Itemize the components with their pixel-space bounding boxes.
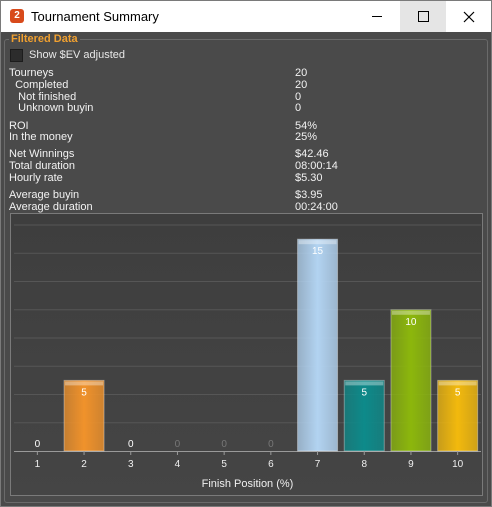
bar-highlight — [391, 310, 430, 315]
stat-value-unknown-buyin: 0 — [295, 102, 302, 114]
stat-value-not-finished: 0 — [295, 91, 302, 103]
data-label-3: 0 — [128, 439, 134, 450]
maximize-icon — [417, 11, 429, 22]
stat-value-itm: 25% — [295, 131, 318, 143]
data-label-5: 0 — [221, 439, 227, 450]
bar-10[interactable] — [437, 379, 479, 452]
minimize-button[interactable] — [354, 1, 400, 32]
stat-label-itm: In the money — [9, 131, 73, 143]
title-bar: 2 Tournament Summary — [1, 1, 491, 32]
data-label-7: 15 — [312, 246, 324, 257]
data-label-6: 0 — [268, 439, 274, 450]
bar-highlight — [345, 381, 384, 386]
minimize-icon — [372, 16, 382, 17]
finish-position-chart: 0 1 5 2 0 3 0 4 0 5 0 6 15 7 5 8 10 9 5 10 Finish Position (… — [10, 213, 483, 496]
data-label-10: 5 — [455, 387, 461, 398]
stat-label-net-winnings: Net Winnings — [9, 148, 75, 160]
ev-adjusted-checkbox[interactable] — [10, 48, 23, 62]
stat-value-average-duration: 00:24:00 — [295, 201, 338, 213]
stat-value-average-buyin: $3.95 — [295, 189, 323, 201]
close-button[interactable] — [446, 1, 492, 32]
x-tick-label-4: 4 — [175, 459, 181, 470]
x-axis-title: Finish Position (%) — [202, 478, 294, 490]
data-label-4: 0 — [175, 439, 181, 450]
stat-label-completed: Completed — [9, 79, 69, 91]
stat-value-total-duration: 08:00:14 — [295, 160, 338, 172]
stat-label-average-duration: Average duration — [9, 201, 93, 213]
bar-9[interactable] — [390, 309, 432, 452]
app-logo-icon: 2 — [10, 9, 24, 23]
x-tick-label-7: 7 — [315, 459, 321, 470]
data-label-8: 5 — [361, 387, 367, 398]
x-tick-label-1: 1 — [35, 459, 41, 470]
x-tick-label-3: 3 — [128, 459, 134, 470]
bar-highlight — [298, 240, 337, 245]
bar-2[interactable] — [63, 379, 105, 452]
x-tick-label-9: 9 — [408, 459, 414, 470]
x-tick-label-6: 6 — [268, 459, 274, 470]
x-tick-label-5: 5 — [221, 459, 227, 470]
stat-value-tourneys: 20 — [295, 67, 308, 79]
stat-value-net-winnings: $42.46 — [295, 148, 329, 160]
stat-label-tourneys: Tourneys — [9, 67, 54, 79]
data-label-1: 0 — [35, 439, 41, 450]
stat-value-hourly-rate: $5.30 — [295, 172, 323, 184]
bar-8[interactable] — [343, 379, 385, 452]
close-icon — [463, 11, 475, 22]
x-tick-label-10: 10 — [452, 459, 464, 470]
stat-value-roi: 54% — [295, 120, 318, 132]
stat-label-total-duration: Total duration — [9, 160, 76, 172]
ev-adjusted-label: Show $EV adjusted — [29, 49, 126, 61]
filtered-data-panel — [4, 39, 488, 503]
bar-highlight — [65, 381, 104, 386]
x-tick-label-2: 2 — [81, 459, 87, 470]
x-tick-label-8: 8 — [361, 459, 367, 470]
window-title: Tournament Summary — [31, 9, 159, 24]
stat-value-completed: 20 — [295, 79, 308, 91]
stat-label-average-buyin: Average buyin — [9, 189, 80, 201]
stat-label-hourly-rate: Hourly rate — [9, 172, 63, 184]
bar-7[interactable] — [297, 238, 339, 452]
data-label-9: 10 — [405, 317, 417, 328]
data-label-2: 5 — [81, 387, 87, 398]
stat-label-roi: ROI — [9, 120, 29, 132]
ev-adjusted-toggle[interactable]: Show $EV adjusted — [10, 48, 125, 62]
stat-label-not-finished: Not finished — [9, 91, 77, 103]
panel-title: Filtered Data — [9, 33, 80, 45]
maximize-button[interactable] — [400, 1, 446, 32]
stat-label-unknown-buyin: Unknown buyin — [9, 102, 94, 114]
bar-highlight — [438, 381, 477, 386]
